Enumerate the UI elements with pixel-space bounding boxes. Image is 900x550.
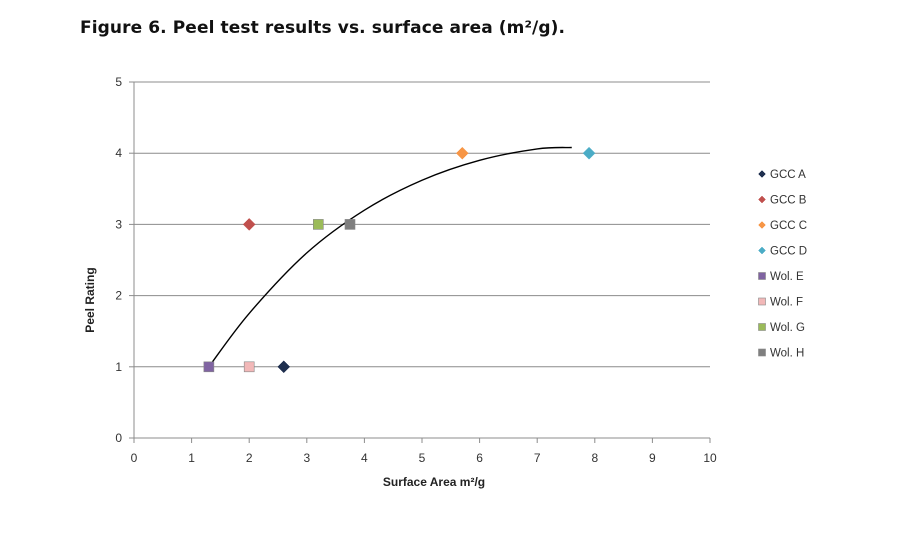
x-tick-label: 6 [476, 451, 483, 465]
y-tick-label: 5 [115, 75, 122, 89]
point-wol-f [243, 361, 255, 373]
x-tick-label: 7 [534, 451, 541, 465]
x-tick-label: 8 [591, 451, 598, 465]
y-tick-label: 0 [115, 431, 122, 445]
x-tick-label: 9 [649, 451, 656, 465]
x-tick-label: 10 [703, 451, 717, 465]
x-tick-labels: 0 1 2 3 4 5 6 7 8 9 10 [131, 451, 717, 465]
legend-marker-gcc-b [758, 195, 766, 204]
trendline [208, 146, 572, 368]
x-tick-label: 0 [131, 451, 138, 465]
legend-marker-wol-h [758, 348, 766, 357]
point-wol-h [344, 219, 356, 230]
legend-marker-gcc-c [758, 221, 766, 229]
legend-marker-wol-e [758, 272, 766, 280]
gridlines [134, 81, 710, 368]
x-tick-label: 1 [188, 451, 195, 465]
legend-label-wol-f: Wol. F [770, 297, 803, 309]
legend-label-wol-h: Wol. H [770, 348, 804, 360]
legend-label-gcc-a: GCC A [770, 169, 806, 181]
y-tick-label: 4 [115, 146, 122, 160]
point-gcc-a [277, 360, 291, 374]
y-axis-label: Peel Rating [83, 267, 97, 332]
legend-marker-wol-g [758, 323, 766, 331]
legend-label-gcc-d: GCC D [770, 246, 807, 258]
point-wol-e [203, 361, 215, 373]
legend-label-wol-e: Wol. E [770, 271, 804, 283]
y-tick-label: 1 [115, 360, 122, 374]
y-tick-label: 3 [115, 217, 122, 231]
x-axis-label: Surface Area m²/g [383, 475, 485, 489]
point-gcc-c [455, 146, 469, 160]
figure-title: Figure 6. Peel test results vs. surface … [80, 18, 566, 38]
legend-marker-gcc-d [758, 246, 766, 255]
x-tick-label: 3 [303, 451, 310, 465]
point-gcc-d [582, 146, 596, 160]
legend-label-wol-g: Wol. G [770, 322, 805, 334]
x-tick-label: 5 [419, 451, 426, 465]
point-gcc-b [242, 218, 256, 231]
x-tick-label: 2 [246, 451, 253, 465]
legend-label-gcc-b: GCC B [770, 195, 807, 207]
y-tick-label: 2 [115, 289, 122, 303]
legend-marker-wol-f [758, 297, 766, 306]
trendline-group [208, 146, 572, 368]
legend-label-gcc-c: GCC C [770, 220, 807, 232]
axes [129, 81, 711, 443]
data-points [203, 146, 596, 374]
y-tick-labels: 0 1 2 3 4 5 [115, 75, 122, 445]
point-wol-g [313, 219, 324, 230]
legend-marker-gcc-a [758, 170, 766, 178]
x-tick-label: 4 [361, 451, 368, 465]
legend: GCC A GCC B GCC C GCC D Wol. E Wol. F Wol. G Wo… [758, 169, 807, 360]
